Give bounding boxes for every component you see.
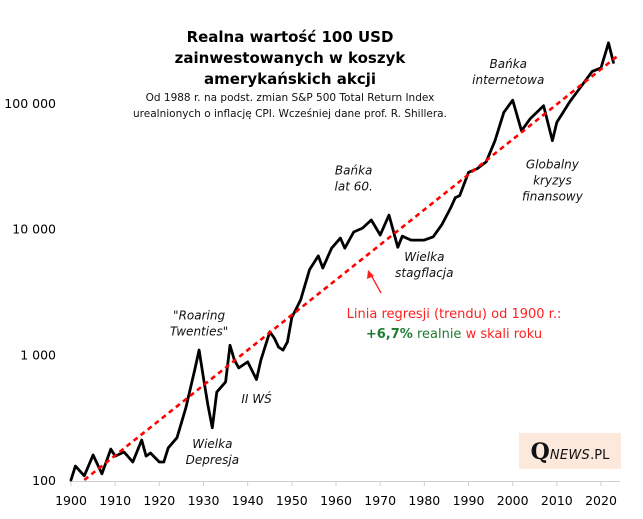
annotation-lat60: Bańka lat 60. — [335, 163, 373, 193]
x-tick-label: 2020 — [585, 493, 617, 508]
chart-title-line-1: Realna wartość 100 USD — [187, 28, 394, 46]
annotations: "Roaring Twenties" Wielka Depresja II WŚ Bańk… — [170, 57, 584, 467]
x-tick-label: 1960 — [320, 493, 352, 508]
annotation-line: internetowa — [472, 73, 544, 87]
logo-pl: .PL — [590, 448, 610, 463]
annotation-stagflacja: Wielka stagflacja — [395, 250, 453, 280]
chart-title-block: Realna wartość 100 USD zainwestowanych w… — [133, 28, 447, 120]
annotation-gkf: Globalny kryzys finansowy — [522, 158, 584, 204]
annotation-depresja: Wielka Depresja — [186, 437, 240, 467]
logo-news: NEWS — [549, 448, 591, 463]
x-tick-label: 1900 — [55, 493, 87, 508]
regression-arrow-head-icon — [367, 270, 374, 279]
series-group — [69, 41, 620, 482]
annotation-line: Bańka — [335, 163, 373, 177]
regression-rest: w skali roku — [461, 327, 542, 342]
chart-title-line-2: zainwestowanych w koszyk — [175, 49, 407, 67]
x-tick-label: 2000 — [497, 493, 529, 508]
annotation-roaring: "Roaring Twenties" — [170, 308, 228, 338]
regression-label-line-1: Linia regresji (trendu) od 1900 r.: — [347, 307, 562, 322]
chart-subtitle-line-1: Od 1988 r. na podst. zmian S&P 500 Total… — [146, 92, 435, 104]
x-tick-label: 1980 — [408, 493, 440, 508]
annotation-line: lat 60. — [335, 179, 373, 193]
regression-realnie: realnie — [413, 327, 462, 342]
annotation-line: Bańka — [490, 57, 528, 71]
logo-text: QNEWS.PL — [519, 439, 621, 465]
regression-label: Linia regresji (trendu) od 1900 r.: +6,7… — [347, 270, 562, 342]
annotation-line: Wielka — [192, 437, 232, 451]
annotation-line: stagflacja — [395, 266, 453, 280]
y-tick-label: 100 — [32, 473, 56, 488]
x-tick-label: 1910 — [99, 493, 131, 508]
y-tick-label: 100 000 — [4, 96, 56, 111]
chart-subtitle-line-2: urealnionych o inflację CPI. Wcześniej d… — [133, 108, 447, 120]
x-tick-label: 1940 — [232, 493, 264, 508]
y-tick-label: 1 000 — [20, 347, 56, 362]
x-tick-label: 1920 — [143, 493, 175, 508]
annotation-line: "Roaring — [173, 308, 225, 322]
annotation-line: Twenties" — [170, 324, 228, 338]
regression-rate: +6,7% — [366, 327, 413, 342]
regression-label-line-2: +6,7% realnie w skali roku — [366, 327, 542, 342]
annotation-internet: Bańka internetowa — [472, 57, 544, 87]
x-tick-label: 1990 — [453, 493, 485, 508]
annotation-line: finansowy — [522, 190, 584, 204]
x-tick-label: 1970 — [364, 493, 396, 508]
x-tick-label: 2010 — [541, 493, 573, 508]
annotation-line: Globalny — [526, 158, 580, 172]
y-axis-ticks: 100 1 000 10 000 100 000 — [4, 96, 56, 488]
annotation-line: Wielka — [404, 250, 444, 264]
y-tick-label: 10 000 — [12, 222, 56, 237]
series-line-regression — [83, 54, 620, 482]
annotation-line: kryzys — [533, 174, 572, 188]
annotation-line: Depresja — [186, 453, 240, 467]
chart-title-line-3: amerykańskich akcji — [204, 70, 376, 88]
x-tick-label: 1950 — [276, 493, 308, 508]
qnews-logo: QNEWS.PL — [519, 433, 621, 469]
series-line-real-value — [69, 41, 615, 482]
regression-arrow — [370, 274, 382, 294]
x-tick-label: 1930 — [188, 493, 220, 508]
annotation-ww2: II WŚ — [241, 391, 272, 406]
logo-q: Q — [530, 439, 550, 465]
x-axis-ticks: 1900 1910 1920 1930 1940 1950 1960 1970 1980 1990… — [55, 481, 617, 508]
annotation-line: II WŚ — [241, 391, 272, 406]
